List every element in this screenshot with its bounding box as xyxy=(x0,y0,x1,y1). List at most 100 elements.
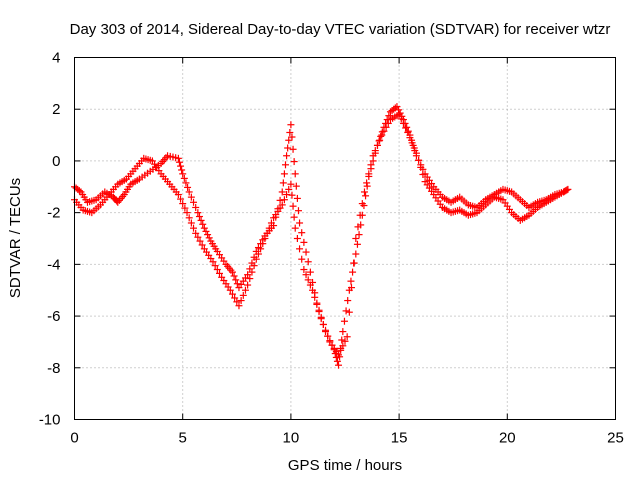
data-point xyxy=(190,224,198,232)
data-point xyxy=(339,328,347,336)
data-point xyxy=(399,119,407,127)
data-point xyxy=(205,234,213,242)
axis-ticks xyxy=(74,57,616,420)
data-point xyxy=(384,119,392,127)
data-point xyxy=(286,128,294,136)
data-point xyxy=(198,241,206,249)
data-point xyxy=(371,147,379,155)
y-tick-label: -10 xyxy=(39,412,61,429)
data-point xyxy=(174,191,182,199)
data-point xyxy=(337,346,345,354)
plot-frame xyxy=(74,57,616,420)
y-tick-label: 4 xyxy=(52,50,60,67)
data-point xyxy=(294,207,302,215)
data-point xyxy=(267,219,275,227)
data-point xyxy=(175,158,183,166)
data-point xyxy=(402,124,410,132)
data-point xyxy=(313,300,321,308)
data-point xyxy=(284,144,292,152)
data-point xyxy=(278,188,286,196)
data-point xyxy=(340,317,348,325)
data-point xyxy=(180,174,188,182)
data-point xyxy=(300,238,308,246)
data-point xyxy=(288,191,296,199)
data-point xyxy=(347,284,355,292)
data-point xyxy=(560,188,568,196)
data-point xyxy=(377,132,385,140)
data-point xyxy=(362,192,370,200)
data-point xyxy=(349,268,357,276)
y-tick-labels: -10 -8 -6 -4 -2 0 2 4 xyxy=(39,50,61,429)
data-point xyxy=(342,307,350,315)
data-point xyxy=(192,229,200,237)
data-point xyxy=(279,179,287,187)
data-point xyxy=(419,171,427,179)
data-point xyxy=(322,326,330,334)
x-tick-label: 5 xyxy=(179,430,187,447)
data-point xyxy=(315,308,323,316)
data-point xyxy=(177,162,185,170)
data-point xyxy=(350,259,358,267)
data-point xyxy=(278,201,286,209)
data-point xyxy=(306,281,314,289)
data-point xyxy=(199,220,207,228)
data-point xyxy=(246,275,254,283)
data-point xyxy=(280,170,288,178)
data-point xyxy=(356,211,364,219)
data-point xyxy=(358,200,366,208)
data-point xyxy=(382,123,390,131)
data-point xyxy=(335,351,343,359)
data-point xyxy=(235,302,243,310)
data-point xyxy=(197,216,205,224)
data-point xyxy=(257,245,265,253)
data-point xyxy=(333,357,341,365)
data-point xyxy=(250,262,258,270)
data-point xyxy=(244,281,252,289)
data-point xyxy=(298,229,306,237)
chart-title: Day 303 of 2014, Sidereal Day-to-day VTE… xyxy=(70,21,611,38)
data-point xyxy=(187,219,195,227)
data-point xyxy=(287,180,295,188)
data-point xyxy=(335,361,343,369)
data-point xyxy=(293,235,301,242)
data-point xyxy=(263,229,271,237)
y-tick-label: -6 xyxy=(47,308,60,325)
data-point xyxy=(287,121,295,129)
data-points xyxy=(71,103,572,369)
data-point xyxy=(417,163,425,171)
data-point xyxy=(293,194,301,202)
data-point xyxy=(410,144,418,152)
data-point xyxy=(302,248,310,256)
data-point xyxy=(241,286,249,294)
data-point xyxy=(187,193,195,201)
data-point xyxy=(252,255,260,263)
data-point xyxy=(178,166,186,174)
data-point xyxy=(355,231,363,239)
data-point xyxy=(244,271,252,279)
data-point xyxy=(380,127,388,135)
data-point xyxy=(290,213,298,221)
data-point xyxy=(195,213,203,221)
y-tick-label: -4 xyxy=(47,256,60,273)
data-point xyxy=(285,136,293,144)
data-point xyxy=(196,237,204,245)
data-point xyxy=(353,240,361,248)
x-tick-label: 0 xyxy=(70,430,78,447)
y-tick-label: -2 xyxy=(47,205,60,222)
data-point xyxy=(311,293,319,301)
x-tick-label: 15 xyxy=(391,430,408,447)
data-point xyxy=(385,112,393,120)
y-tick-label: 0 xyxy=(52,153,60,170)
y-tick-label: 2 xyxy=(52,101,60,118)
data-point xyxy=(211,262,219,270)
data-point xyxy=(564,185,572,193)
data-point xyxy=(285,185,293,193)
data-point xyxy=(300,266,308,274)
data-point xyxy=(298,255,306,263)
data-point xyxy=(304,276,312,284)
data-point xyxy=(378,131,386,139)
data-point xyxy=(179,200,187,208)
data-point xyxy=(179,170,187,178)
data-point xyxy=(403,123,411,131)
